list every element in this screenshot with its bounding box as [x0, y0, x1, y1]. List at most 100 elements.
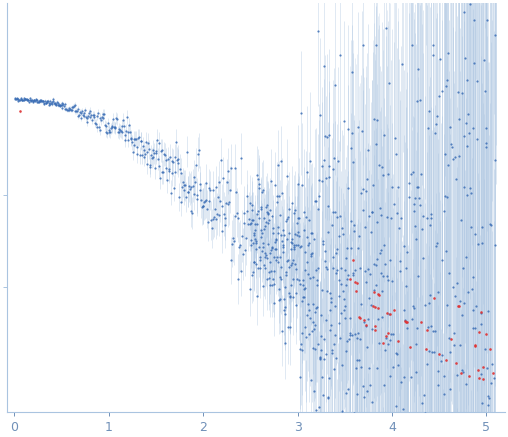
Point [85, 110, 93, 117]
Point [311, 322, 320, 329]
Point [65, 104, 73, 111]
Point [265, 217, 273, 224]
Point [353, 390, 361, 397]
Point [340, 118, 348, 125]
Point [432, 243, 440, 250]
Point [402, 265, 410, 272]
Point [187, 184, 196, 191]
Point [86, 107, 94, 114]
Point [314, 340, 323, 347]
Point [361, 394, 369, 401]
Point [457, 217, 465, 224]
Point [419, 255, 427, 262]
Point [445, 269, 453, 276]
Point [374, 291, 382, 298]
Point [309, 273, 318, 280]
Point [289, 200, 297, 207]
Point [403, 248, 411, 255]
Point [197, 197, 205, 204]
Point [489, 370, 497, 377]
Point [333, 267, 341, 274]
Point [180, 187, 188, 194]
Point [482, 330, 490, 337]
Point [232, 189, 240, 196]
Point [361, 224, 369, 231]
Point [225, 168, 233, 175]
Point [274, 258, 282, 265]
Point [138, 152, 146, 159]
Point [453, 433, 461, 437]
Point [430, 294, 438, 301]
Point [20, 94, 28, 101]
Point [412, 235, 421, 242]
Point [324, 202, 332, 209]
Point [323, 265, 331, 272]
Point [479, 422, 487, 429]
Point [483, 140, 491, 147]
Point [135, 134, 143, 141]
Point [207, 217, 215, 224]
Point [429, 328, 437, 335]
Point [49, 97, 57, 104]
Point [350, 227, 358, 234]
Point [220, 215, 229, 222]
Point [462, 254, 470, 261]
Point [362, 322, 370, 329]
Point [265, 209, 273, 216]
Point [336, 428, 344, 435]
Point [297, 242, 305, 249]
Point [98, 113, 106, 120]
Point [350, 222, 358, 229]
Point [208, 225, 216, 232]
Point [314, 264, 322, 271]
Point [301, 285, 309, 292]
Point [59, 101, 67, 108]
Point [394, 338, 402, 345]
Point [284, 323, 292, 330]
Point [393, 350, 401, 357]
Point [318, 162, 326, 169]
Point [382, 332, 390, 339]
Point [428, 348, 436, 355]
Point [473, 77, 481, 84]
Point [384, 341, 392, 348]
Point [190, 173, 199, 180]
Point [108, 124, 116, 131]
Point [17, 94, 25, 101]
Point [330, 366, 338, 373]
Point [455, 153, 463, 160]
Point [126, 134, 135, 141]
Point [355, 313, 363, 320]
Point [256, 254, 264, 261]
Point [303, 311, 311, 318]
Point [311, 309, 319, 316]
Point [180, 181, 188, 188]
Point [477, 320, 485, 327]
Point [90, 114, 99, 121]
Point [410, 207, 418, 214]
Point [280, 340, 289, 347]
Point [446, 123, 454, 130]
Point [425, 108, 433, 114]
Point [88, 117, 96, 124]
Point [283, 213, 292, 220]
Point [264, 211, 272, 218]
Point [14, 97, 22, 104]
Point [339, 230, 347, 237]
Point [354, 124, 362, 131]
Point [95, 124, 103, 131]
Point [450, 156, 458, 163]
Point [320, 335, 328, 342]
Point [425, 299, 433, 306]
Point [359, 42, 367, 49]
Point [335, 232, 343, 239]
Point [42, 99, 50, 106]
Point [316, 354, 325, 361]
Point [358, 423, 366, 430]
Point [463, 192, 471, 199]
Point [339, 288, 347, 295]
Point [322, 175, 330, 182]
Point [76, 109, 84, 116]
Point [66, 105, 74, 112]
Point [89, 111, 98, 118]
